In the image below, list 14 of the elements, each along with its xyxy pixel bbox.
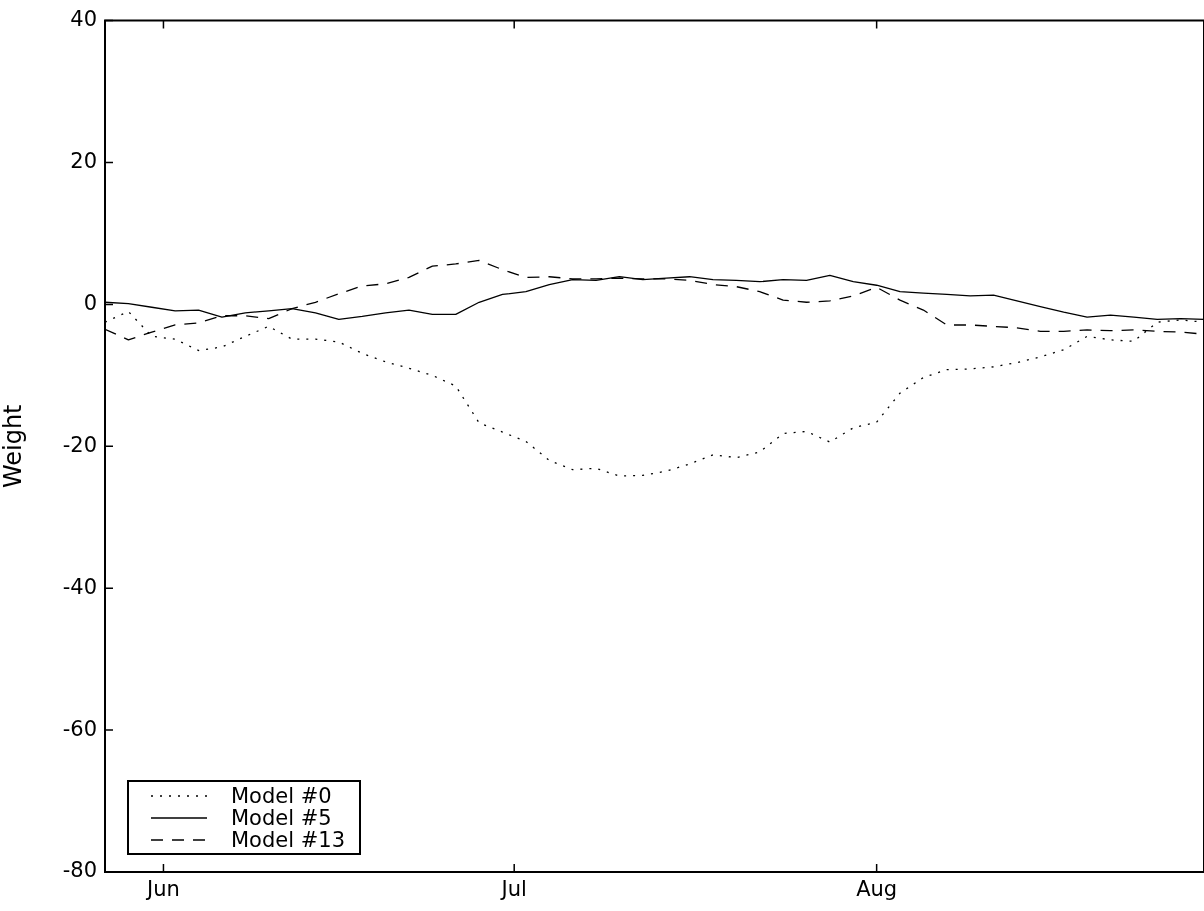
x-tick-label: Jun: [145, 877, 180, 902]
y-tick-label: -60: [62, 716, 97, 741]
y-tick-label: 20: [70, 148, 97, 173]
legend-label: Model #0: [231, 784, 332, 808]
y-tick-label: -80: [62, 858, 97, 883]
y-tick-label: 40: [70, 7, 97, 32]
x-tick-label: Aug: [856, 877, 898, 902]
y-tick-label: 0: [83, 290, 97, 315]
y-axis-title: Weight: [0, 404, 27, 489]
legend-label: Model #5: [231, 806, 332, 830]
legend-label: Model #13: [231, 828, 346, 852]
y-tick-label: -40: [62, 574, 97, 599]
y-tick-label: -20: [62, 432, 97, 457]
x-tick-label: Jul: [499, 877, 527, 902]
